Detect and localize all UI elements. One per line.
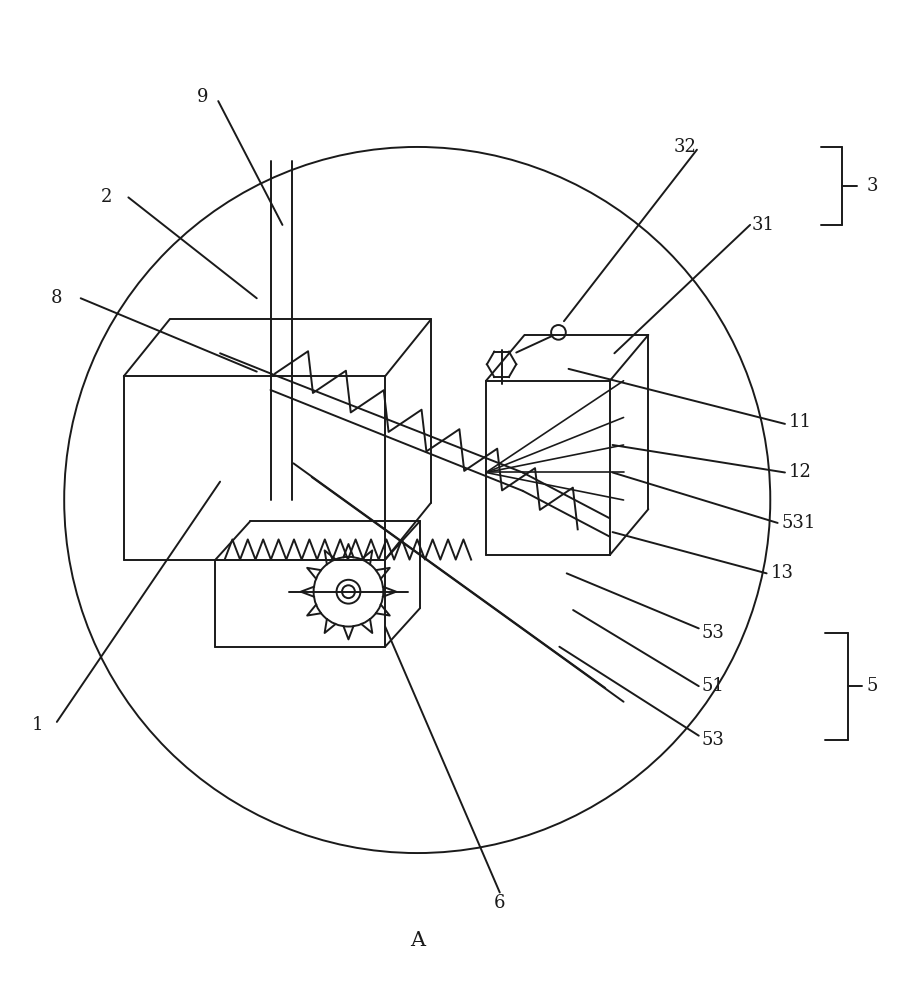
- Text: 2: 2: [101, 188, 112, 206]
- Text: 9: 9: [197, 88, 209, 106]
- Text: 12: 12: [789, 463, 812, 481]
- Text: 13: 13: [770, 564, 793, 582]
- Text: 3: 3: [867, 177, 878, 195]
- Text: 51: 51: [702, 677, 724, 695]
- Text: A: A: [410, 931, 425, 950]
- Text: 11: 11: [789, 413, 812, 431]
- Text: 5: 5: [867, 677, 878, 695]
- Text: 53: 53: [702, 624, 724, 642]
- Text: 31: 31: [752, 216, 775, 234]
- Text: 531: 531: [781, 514, 815, 532]
- Text: 1: 1: [32, 716, 44, 734]
- Text: 6: 6: [494, 894, 505, 912]
- Text: 8: 8: [50, 289, 62, 307]
- Text: 53: 53: [702, 731, 724, 749]
- Text: 32: 32: [674, 138, 697, 156]
